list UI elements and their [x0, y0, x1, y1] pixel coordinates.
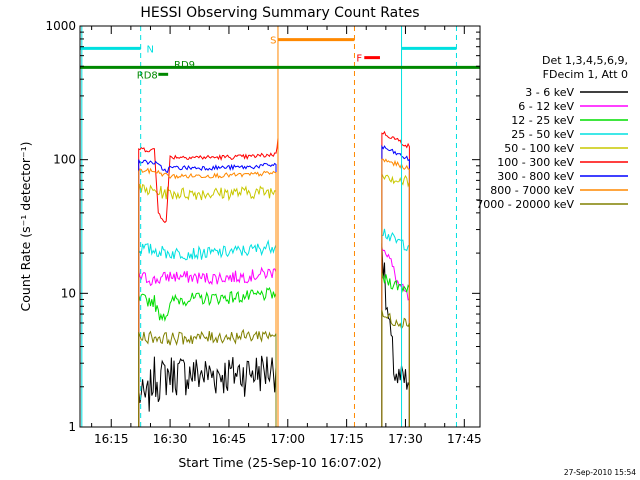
annotation-label-n: N	[147, 44, 154, 55]
footer-date: 27-Sep-2010 15:54	[564, 468, 636, 477]
series-line-4-segment-1	[138, 239, 277, 427]
legend-entry-label: 100 - 300 keV	[497, 156, 574, 169]
annotation-label-rd9: RD9	[174, 60, 195, 71]
x-tick-label: 17:15	[329, 432, 364, 446]
y-tick-label: 1	[68, 420, 76, 434]
x-axis-label: Start Time (25-Sep-10 16:07:02)	[178, 455, 381, 470]
series-line-3-segment-2	[381, 271, 410, 427]
legend-entry-label: 6 - 12 keV	[518, 100, 574, 113]
series-line-7-segment-1	[138, 159, 277, 427]
series-line-1-segment-2	[381, 243, 410, 427]
legend-entry-label: 12 - 25 keV	[511, 114, 574, 127]
annotation-label-f: F	[356, 54, 362, 65]
series-line-9-segment-2	[381, 310, 410, 427]
series-line-2-segment-2	[381, 246, 410, 427]
chart-title: HESSI Observing Summary Count Rates	[140, 5, 419, 21]
legend-entry-label: 3 - 6 keV	[525, 86, 574, 99]
series-line-3-segment-1	[138, 286, 277, 427]
legend-entry-label: 50 - 100 keV	[504, 142, 574, 155]
series-line-5-segment-1	[138, 183, 277, 427]
legend-header-line: Det 1,3,4,5,6,9,	[542, 54, 628, 67]
series-line-8-segment-1	[138, 167, 277, 427]
series-line-1-segment-1	[138, 355, 277, 427]
legend-header-line: FDecim 1, Att 0	[543, 68, 628, 81]
y-tick-label: 10	[61, 286, 76, 300]
x-tick-label: 16:15	[94, 432, 129, 446]
y-tick-label: 1000	[45, 19, 76, 33]
series-line-5-segment-2	[381, 173, 410, 427]
x-tick-label: 17:00	[270, 432, 305, 446]
legend-entry-label: 7000 - 20000 keV	[476, 198, 574, 211]
legend-entry-label: 300 - 800 keV	[497, 170, 574, 183]
legend-entry-label: 800 - 7000 keV	[490, 184, 574, 197]
series-line-7-segment-2	[381, 144, 410, 427]
plot-frame	[79, 25, 481, 428]
y-axis-label: Count Rate (s⁻¹ detector⁻¹)	[18, 142, 33, 312]
series-line-6-segment-1	[138, 138, 279, 427]
series-line-8-segment-2	[381, 158, 410, 427]
x-tick-label: 17:45	[447, 432, 482, 446]
y-tick-label: 100	[53, 153, 76, 167]
annotation-label-s: S	[270, 36, 276, 47]
x-tick-label: 16:45	[212, 432, 247, 446]
annotation-label-rd8: RD8	[137, 70, 158, 81]
series-line-9-segment-1	[138, 328, 277, 427]
series-line-4-segment-2	[381, 228, 410, 427]
series-line-2-segment-1	[138, 266, 277, 427]
series-line-6-segment-2	[381, 130, 410, 427]
legend-entry-label: 25 - 50 keV	[511, 128, 574, 141]
x-tick-label: 17:30	[388, 432, 423, 446]
x-tick-label: 16:30	[153, 432, 188, 446]
